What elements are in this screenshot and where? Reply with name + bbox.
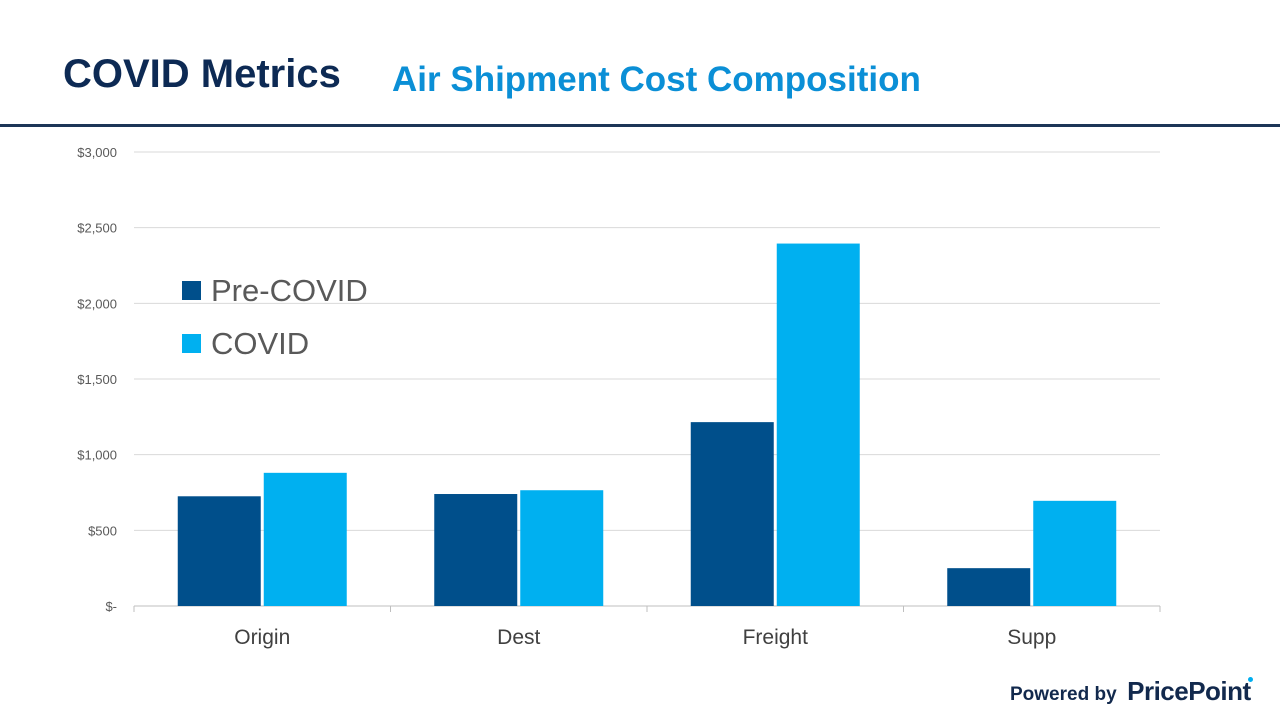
header-divider — [0, 124, 1280, 127]
bar-pre-covid-origin — [177, 496, 261, 606]
x-tick-label: Freight — [743, 626, 809, 649]
x-tick-label: Origin — [234, 626, 290, 649]
bar-pre-covid-supp — [947, 568, 1031, 606]
y-tick-label: $- — [105, 599, 117, 614]
bar-pre-covid-dest — [434, 494, 518, 606]
bar-covid-supp — [1033, 500, 1117, 606]
branding-footer: Powered by PricePoint — [1010, 676, 1253, 707]
y-tick-label: $2,000 — [77, 296, 117, 311]
bar-pre-covid-freight — [690, 422, 774, 606]
legend-label: COVID — [211, 326, 309, 361]
page-subtitle: Air Shipment Cost Composition — [392, 60, 921, 99]
x-tick-label: Supp — [1007, 626, 1056, 649]
legend-swatch-pre-covid — [182, 281, 201, 300]
legend-label: Pre-COVID — [211, 273, 368, 308]
y-tick-label: $3,000 — [77, 145, 117, 160]
legend-swatch-covid — [182, 334, 201, 353]
y-tick-label: $2,500 — [77, 221, 117, 236]
x-tick-label: Dest — [497, 626, 540, 649]
logo-dot-icon — [1248, 677, 1253, 682]
bar-covid-origin — [263, 472, 347, 606]
powered-by-label: Powered by — [1010, 684, 1117, 705]
bar-covid-dest — [520, 490, 604, 606]
y-tick-label: $1,000 — [77, 448, 117, 463]
bar-covid-freight — [776, 243, 860, 606]
y-tick-label: $500 — [88, 523, 117, 538]
brand-logo-text: PricePoint — [1127, 676, 1251, 706]
page-title: COVID Metrics — [63, 52, 341, 96]
y-tick-label: $1,500 — [77, 372, 117, 387]
